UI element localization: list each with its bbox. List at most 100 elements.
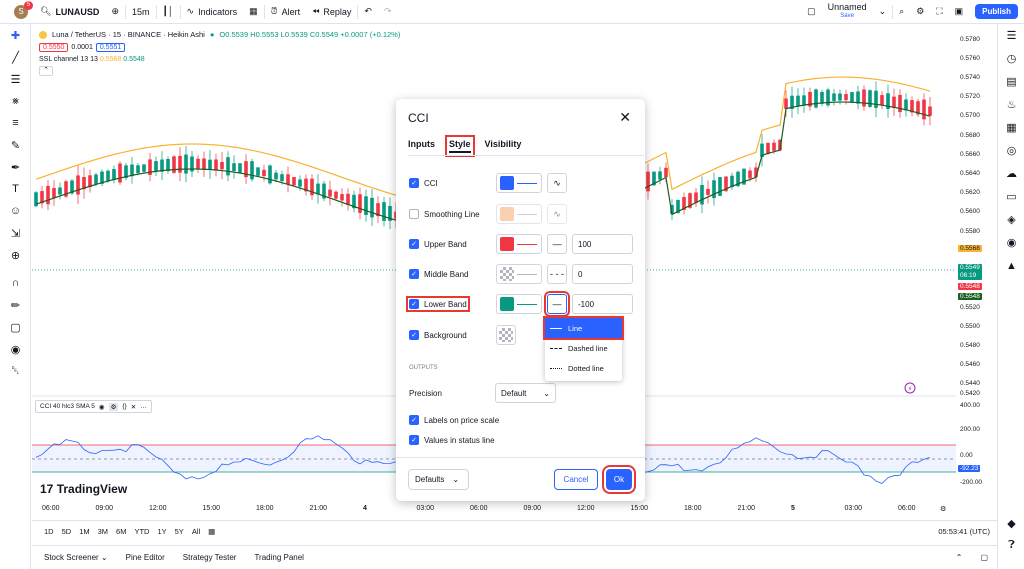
range-button[interactable]: 6M xyxy=(116,527,127,536)
range-button[interactable]: 5Y xyxy=(174,527,184,536)
brush-icon[interactable]: ✎ xyxy=(10,139,21,152)
tab-style[interactable]: Style xyxy=(445,135,475,157)
avatar[interactable]: S 5 xyxy=(14,0,33,19)
fib-icon[interactable]: ☰ xyxy=(10,73,21,86)
text-icon[interactable]: T xyxy=(12,183,19,195)
zoom-in-icon[interactable]: ⊕ xyxy=(10,249,21,262)
price-axis[interactable]: 0.5420 0.5440 0.5460 0.5480 0.5500 0.5520 0.55… xyxy=(956,24,996,514)
ideas-icon[interactable]: ◎ xyxy=(1006,145,1017,157)
broadcast-icon[interactable]: ◉ xyxy=(1006,237,1017,249)
notifications-icon[interactable]: ◈ xyxy=(1007,214,1016,226)
close-icon[interactable]: ✕ xyxy=(619,109,631,125)
emoji-icon[interactable]: ☺︎ xyxy=(9,205,22,217)
account-button[interactable]: S 5 xyxy=(0,0,34,24)
cancel-button[interactable]: Cancel xyxy=(554,469,598,490)
range-button[interactable]: 1Y xyxy=(157,527,167,536)
snapshot-button[interactable]: ▣ xyxy=(949,0,970,24)
maximize-panel-icon[interactable]: ▢ xyxy=(980,553,988,562)
range-button[interactable]: 1M xyxy=(79,527,90,536)
bottom-tab[interactable]: Trading Panel xyxy=(254,553,304,562)
time-axis-settings-icon[interactable]: ⚙ xyxy=(940,506,947,513)
chat-icon[interactable]: ▭ xyxy=(1006,191,1017,203)
more-icon[interactable]: … xyxy=(140,403,147,410)
lock-drawing-icon[interactable]: ✏︎ xyxy=(10,299,21,312)
trash-icon[interactable]: ␡ xyxy=(11,364,20,377)
range-button[interactable]: 3M xyxy=(97,527,109,536)
magnet-icon[interactable]: ∩ xyxy=(11,277,20,289)
line-style-button[interactable]: — xyxy=(544,291,570,317)
middle-band-checkbox[interactable]: ✓ xyxy=(409,269,419,279)
plot-style-button[interactable]: ∿ xyxy=(547,173,567,193)
eye-icon[interactable]: ◉ xyxy=(10,343,21,356)
publish-button[interactable]: Publish xyxy=(975,4,1018,19)
lower-band-checkbox[interactable]: ✓ xyxy=(409,299,419,309)
ask-button[interactable]: 0.5551 xyxy=(95,43,126,52)
settings-gear-icon[interactable]: ⚙︎ xyxy=(108,402,119,411)
ok-button[interactable]: Ok xyxy=(602,465,636,494)
interval-button[interactable]: 15m xyxy=(126,0,156,24)
layout-menu-button[interactable]: ⌄ xyxy=(873,0,893,24)
cci-checkbox[interactable]: ✓ xyxy=(409,178,419,188)
symbol-search[interactable]: 🔍︎ LUNAUSD xyxy=(34,0,105,24)
range-button[interactable]: 5D xyxy=(61,527,72,536)
eye-icon[interactable]: ◉ xyxy=(98,403,105,411)
undo-button[interactable]: ↶ xyxy=(358,0,378,24)
line-style-button[interactable]: - - - xyxy=(547,264,567,284)
layers-icon[interactable]: ◆ xyxy=(1007,518,1016,530)
layout-toggle[interactable]: ▢ xyxy=(801,0,822,24)
redo-button[interactable]: ↷ xyxy=(378,0,398,24)
layout-name-button[interactable]: Unnamed Save xyxy=(822,0,873,24)
lower-band-color-picker[interactable] xyxy=(496,294,542,314)
ruler-icon[interactable]: ⇲ xyxy=(10,227,21,240)
background-checkbox[interactable]: ✓ xyxy=(409,330,419,340)
templates-button[interactable]: ▦ xyxy=(243,0,264,24)
cci-color-picker[interactable] xyxy=(496,173,542,193)
data-window-icon[interactable]: ▤ xyxy=(1006,76,1017,88)
middle-band-color-picker[interactable] xyxy=(496,264,542,284)
lower-band-value-input[interactable]: -100 xyxy=(572,294,633,314)
pen-icon[interactable]: ✒︎ xyxy=(10,161,21,174)
bottom-tab[interactable]: Stock Screener ⌄ xyxy=(44,553,108,562)
tab-inputs[interactable]: Inputs xyxy=(408,139,435,149)
background-color-picker[interactable] xyxy=(496,325,516,345)
bottom-tab[interactable]: Strategy Tester xyxy=(183,553,237,562)
goto-date-icon[interactable]: ▦ xyxy=(208,527,216,536)
source-code-icon[interactable]: {} xyxy=(122,403,127,410)
calendar-icon[interactable]: ▦ xyxy=(1006,122,1017,134)
time-axis[interactable]: 06:00 09:00 12:00 15:00 18:00 21:00 4 03:00 06:0… xyxy=(32,502,956,516)
line-style-option-dashed[interactable]: Dashed line xyxy=(545,338,622,358)
hotlists-icon[interactable]: ♨︎ xyxy=(1006,99,1017,111)
quick-search-button[interactable]: ⌕ xyxy=(893,0,910,24)
compare-button[interactable]: ⊕ xyxy=(105,0,125,24)
streams-icon[interactable]: ☁︎ xyxy=(1006,168,1017,180)
upper-band-color-picker[interactable] xyxy=(496,234,542,254)
upper-band-value-input[interactable]: 100 xyxy=(572,234,633,254)
indicators-button[interactable]: ∿ Indicators xyxy=(181,0,244,24)
watchlist-icon[interactable]: ☰ xyxy=(1006,30,1017,42)
middle-band-value-input[interactable]: 0 xyxy=(572,264,633,284)
fullscreen-button[interactable]: ⛶ xyxy=(930,0,948,24)
collapse-legend-button[interactable]: ⌃ xyxy=(39,66,53,76)
bell-icon[interactable]: ▲ xyxy=(1006,259,1017,272)
replay-button[interactable]: ⏪︎ Replay xyxy=(306,0,357,24)
values-in-status-line-checkbox[interactable]: ✓ xyxy=(409,435,419,445)
range-button[interactable]: 1D xyxy=(44,527,54,536)
alert-button[interactable]: ⏰︎ Alert xyxy=(265,0,307,24)
lock-icon[interactable]: ▢ xyxy=(10,321,21,334)
bid-button[interactable]: 0.5550 xyxy=(39,43,69,52)
range-button[interactable]: YTD xyxy=(134,527,150,536)
smoothing-checkbox[interactable] xyxy=(409,209,419,219)
help-icon[interactable]: ❓︎ xyxy=(1008,539,1015,551)
cci-legend[interactable]: CCI 40 hlc3 SMA 5 ◉ ⚙︎ {} ✕ … xyxy=(35,400,152,413)
defaults-button[interactable]: Defaults ⌄ xyxy=(408,469,469,490)
trendline-icon[interactable]: ╱ xyxy=(12,51,19,64)
bottom-tab[interactable]: Pine Editor xyxy=(126,553,165,562)
range-button[interactable]: All xyxy=(191,527,201,536)
plot-style-button[interactable]: ∿ xyxy=(547,204,567,224)
line-style-button[interactable]: — xyxy=(547,234,567,254)
line-style-option-dotted[interactable]: Dotted line xyxy=(545,358,622,378)
forecast-icon[interactable]: ≡ xyxy=(12,117,19,129)
precision-select[interactable]: Default ⌄ xyxy=(495,383,556,403)
smoothing-color-picker[interactable] xyxy=(496,204,542,224)
upper-band-checkbox[interactable]: ✓ xyxy=(409,239,419,249)
